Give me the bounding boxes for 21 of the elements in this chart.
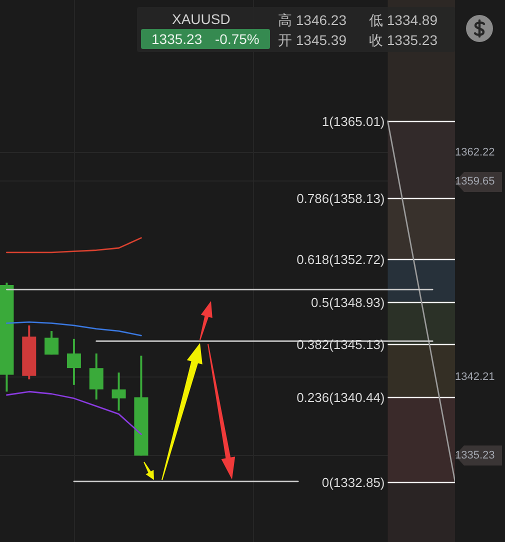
y-tick-label: 1359.65 (455, 175, 495, 188)
annotation: 高 1346.23 (278, 12, 346, 28)
annotation: 1335.23 (152, 31, 202, 47)
candlestick (112, 372, 126, 412)
annotation: 收 1335.23 (369, 32, 438, 48)
candlestick (44, 330, 59, 356)
ref-line-label: 0(1332.85) (322, 475, 385, 490)
ref-line-label: 0.236(1340.44) (296, 390, 385, 406)
ref-line-label: 0.618(1352.72) (296, 252, 385, 268)
y-tick-label: 1362.22 (455, 146, 495, 158)
annotation: 低 1334.89 (369, 12, 438, 28)
candlestick (89, 352, 104, 400)
ref-line-label: 0.786(1358.13) (296, 191, 385, 206)
y-tick-label: 1342.21 (455, 370, 495, 383)
ref-line-label: 1(1365.01) (322, 114, 385, 130)
candlestick (66, 338, 81, 386)
annotation: 开 1345.39 (278, 32, 346, 48)
y-tick-label: 1335.23 (455, 449, 495, 462)
annotation: -0.75% (215, 31, 260, 47)
annotation: XAUUSD (172, 11, 230, 27)
ref-line-label: 0.5(1348.93) (311, 295, 385, 310)
